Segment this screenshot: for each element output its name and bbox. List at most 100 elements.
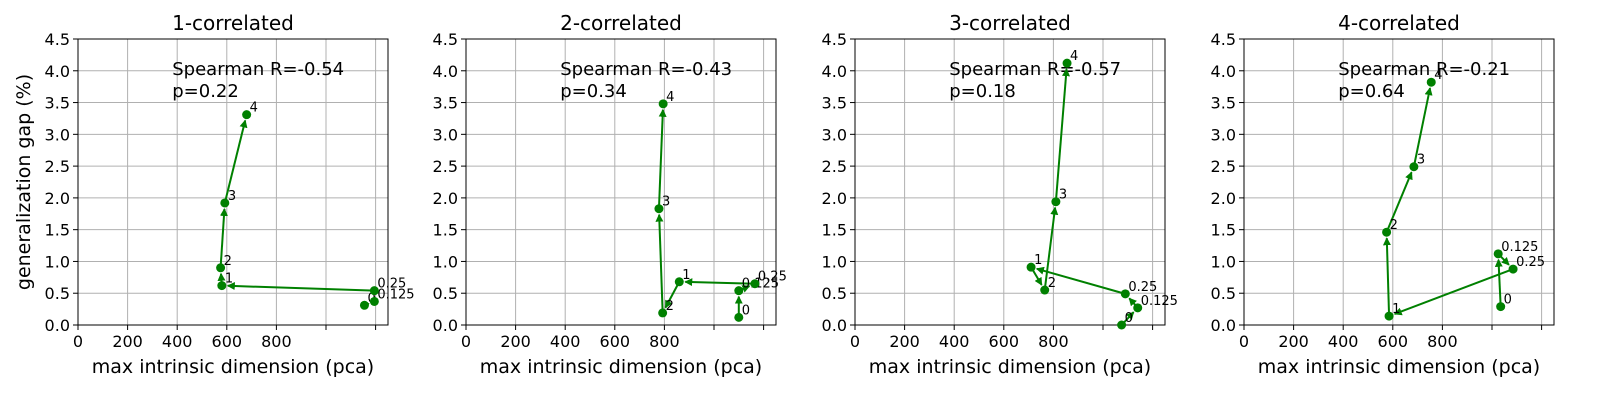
data-point-label: 0.25 [377, 277, 406, 292]
y-tick-label: 2.5 [822, 157, 847, 176]
x-tick-label: 800 [261, 332, 292, 351]
data-point-label: 0.125 [1501, 240, 1538, 255]
x-axis-label: max intrinsic dimension (pca) [869, 356, 1151, 378]
data-point-label: 2 [666, 299, 674, 314]
chart-title: 4-correlated [1338, 11, 1460, 35]
data-point-label: 2 [1390, 218, 1398, 233]
y-tick-label: 4.5 [45, 30, 70, 49]
x-tick-label: 200 [1278, 332, 1309, 351]
y-tick-label: 2.5 [1211, 157, 1236, 176]
x-tick-label: 600 [1378, 332, 1409, 351]
y-tick-label: 4.0 [433, 62, 458, 81]
y-tick-label: 3.5 [433, 94, 458, 113]
trajectory-arrow [1382, 237, 1391, 317]
chart-title: 1-correlated [172, 11, 294, 35]
chart-panel-2: 0 200 400 600 800 0.0 0.5 1.0 1.5 2.0 2.5 3.0 3.5 4.0… [433, 11, 787, 378]
x-tick-label: 200 [889, 332, 920, 351]
x-axis-label: max intrinsic dimension (pca) [480, 356, 762, 378]
x-tick-label: 400 [1328, 332, 1359, 351]
data-point [1382, 227, 1392, 237]
y-tick-label: 2.0 [1211, 189, 1236, 208]
trajectory-arrow [223, 119, 248, 204]
data-point [734, 312, 744, 322]
y-tick-label: 0.5 [45, 284, 70, 303]
spearman-annotation: Spearman R=-0.21 [1338, 59, 1510, 80]
x-tick-label: 600 [212, 332, 243, 351]
chart-panel-4: 0 200 400 600 800 0.0 0.5 1.0 1.5 2.0 2.5 3.0 3.5 4.0… [1211, 11, 1555, 378]
trajectory-arrow [1494, 258, 1503, 307]
plot-frame [854, 38, 1166, 326]
spearman-annotation: p=0.22 [172, 81, 239, 102]
trajectory-arrow [1043, 206, 1059, 291]
trajectory-arrow [1393, 268, 1514, 316]
data-point-label: 1 [1392, 302, 1400, 317]
chart-title: 2-correlated [560, 11, 682, 35]
spearman-annotation: Spearman R=-0.54 [172, 59, 344, 80]
y-tick-label: 3.5 [1211, 94, 1236, 113]
data-point-label: 0.125 [377, 287, 414, 302]
data-point [217, 281, 227, 291]
x-tick-label: 200 [112, 332, 143, 351]
data-point [242, 110, 252, 120]
data-point [1117, 320, 1127, 330]
y-tick-label: 2.5 [45, 157, 70, 176]
data-point [1496, 302, 1506, 312]
data-point-label: 2 [1048, 276, 1056, 291]
trajectory-arrow [1385, 171, 1413, 233]
y-tick-label: 4.0 [45, 62, 70, 81]
y-tick-label: 2.0 [45, 189, 70, 208]
data-point [216, 263, 226, 273]
spearman-annotation: Spearman R=-0.43 [560, 59, 732, 80]
trajectory-arrow [1054, 68, 1070, 202]
y-tick-label: 1.5 [1211, 221, 1236, 240]
data-point-label: 0.25 [758, 270, 787, 285]
x-axis-label: max intrinsic dimension (pca) [92, 356, 374, 378]
data-point [1040, 285, 1050, 295]
trajectory-arrow [664, 281, 681, 309]
y-tick-label: 1.5 [433, 221, 458, 240]
trajectory-arrow [657, 108, 667, 209]
spearman-annotation: Spearman R=-0.57 [949, 59, 1121, 80]
y-tick-label: 3.5 [45, 94, 70, 113]
y-tick-label: 3.0 [1211, 125, 1236, 144]
y-axis-label: generalization gap (%) [13, 74, 35, 290]
data-point [1426, 77, 1436, 87]
y-tick-label: 2.0 [433, 189, 458, 208]
trajectory-arrow [219, 207, 228, 268]
data-point-label: 4 [1070, 49, 1078, 64]
y-tick-label: 4.0 [822, 62, 847, 81]
data-point [674, 277, 684, 287]
data-point [1409, 162, 1419, 172]
data-point [654, 204, 664, 214]
trajectory-arrow [684, 278, 755, 287]
y-tick-label: 4.5 [822, 30, 847, 49]
data-point-label: 3 [1417, 153, 1425, 168]
data-point [369, 296, 379, 306]
data-point [1120, 289, 1130, 299]
plot-frame [1243, 38, 1555, 326]
chart-panel-1: 0 200 400 600 800 0.0 0.5 1.0 1.5 2.0 2.5 3.0 3.5 4.0… [13, 11, 415, 378]
x-tick-label: 0 [1239, 332, 1249, 351]
data-point [750, 279, 760, 289]
data-point [1508, 264, 1518, 274]
data-point [658, 308, 668, 318]
x-tick-label: 800 [649, 332, 680, 351]
spearman-annotation: p=0.18 [949, 81, 1016, 102]
x-tick-label: 800 [1038, 332, 1069, 351]
y-tick-label: 1.0 [45, 252, 70, 271]
data-point-label: 3 [662, 195, 670, 210]
x-tick-label: 400 [162, 332, 193, 351]
data-point-label: 0 [1504, 293, 1512, 308]
data-point [1026, 262, 1036, 272]
data-point-label: 0 [742, 303, 750, 318]
x-tick-label: 600 [989, 332, 1020, 351]
y-tick-label: 2.5 [433, 157, 458, 176]
y-tick-label: 1.0 [433, 252, 458, 271]
y-tick-label: 1.0 [1211, 252, 1236, 271]
data-point [1384, 311, 1394, 321]
data-point-label: 1 [1034, 253, 1042, 268]
data-point [220, 198, 230, 208]
spearman-annotation: p=0.64 [1338, 81, 1405, 102]
data-point-label: 4 [1434, 68, 1442, 83]
y-tick-label: 0.0 [433, 316, 458, 335]
